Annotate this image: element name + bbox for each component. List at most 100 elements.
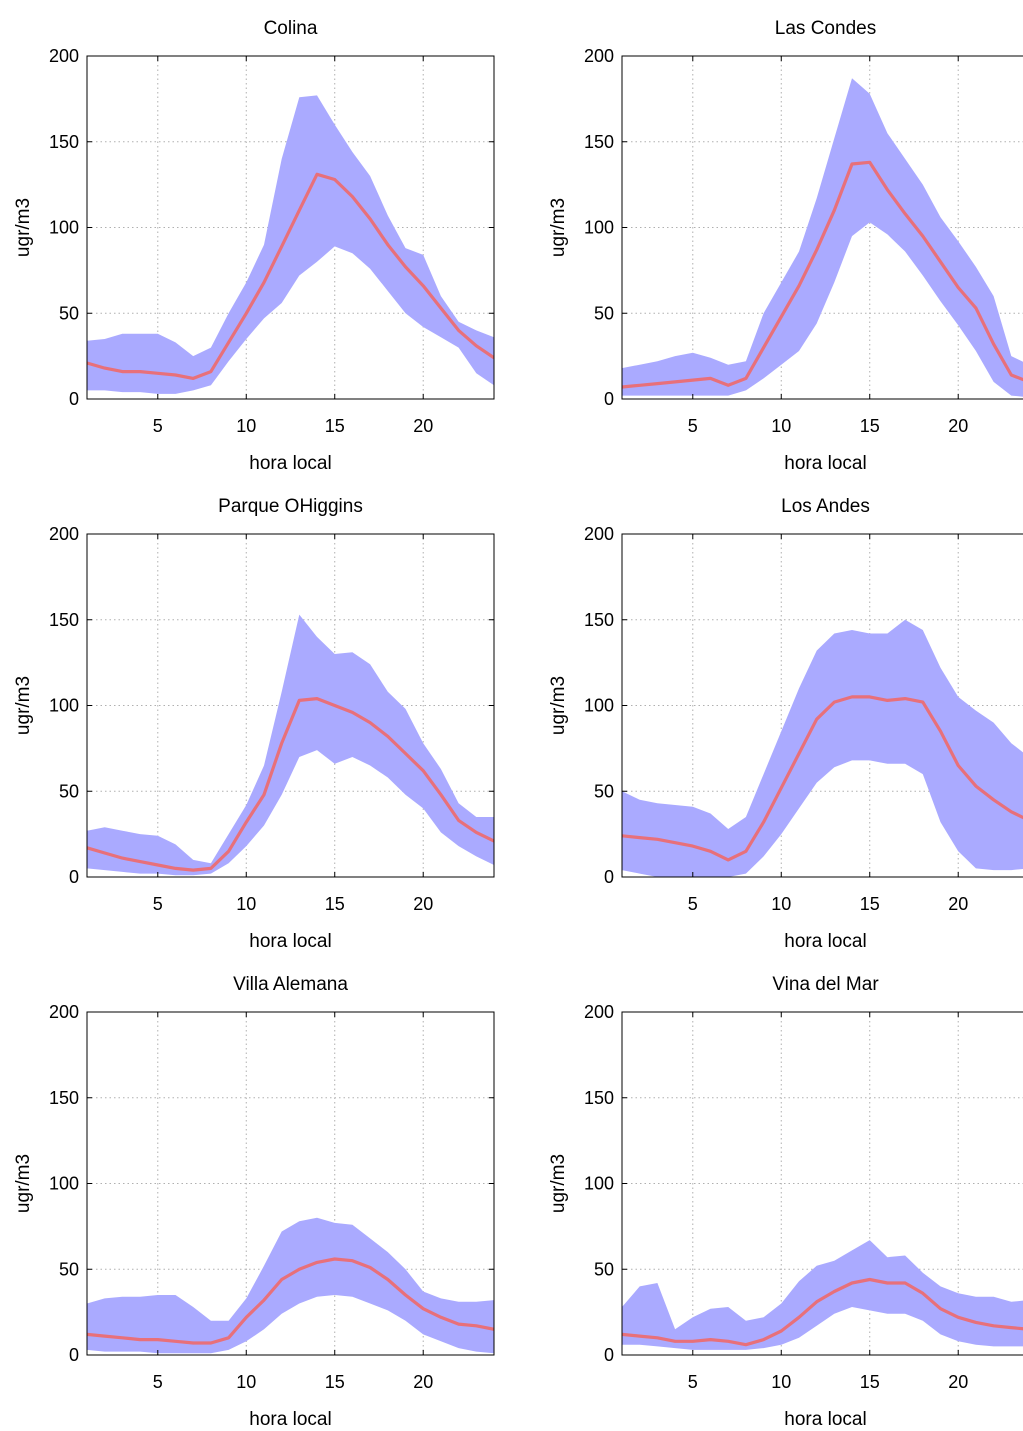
y-tick-label: 150 (584, 132, 614, 152)
mean-point (921, 700, 925, 704)
mean-point (833, 700, 836, 704)
mean-point (174, 867, 177, 870)
mean-point (673, 1340, 677, 1343)
mean-point (439, 306, 443, 310)
y-tick-label: 0 (69, 1345, 79, 1365)
mean-point (298, 699, 301, 702)
x-tick-label: 5 (688, 894, 698, 914)
x-tick-label: 10 (236, 1372, 256, 1392)
mean-point (422, 1307, 425, 1310)
mean-point (315, 697, 319, 700)
mean-point (762, 346, 765, 349)
x-tick-label: 5 (688, 1372, 698, 1392)
range-band (87, 1217, 494, 1354)
mean-point (797, 752, 801, 755)
mean-point (404, 1293, 407, 1297)
mean-point (386, 243, 390, 246)
mean-line (87, 696, 494, 872)
mean-point (368, 721, 372, 724)
y-tick-label: 200 (584, 524, 614, 544)
mean-point (227, 1336, 230, 1340)
mean-point (815, 248, 818, 251)
plot-area (87, 614, 494, 876)
y-axis-label: ugr/m3 (548, 198, 569, 257)
mean-point (957, 286, 960, 289)
mean-point (121, 1336, 124, 1340)
y-tick-label: 200 (49, 524, 79, 544)
mean-point (939, 1307, 942, 1310)
y-tick-label: 150 (49, 1088, 79, 1108)
x-tick-label: 5 (153, 1372, 163, 1392)
y-tick-label: 100 (49, 1174, 79, 1194)
mean-point (939, 260, 942, 263)
chart-title: Vina del Mar (772, 974, 879, 995)
y-tick-label: 200 (584, 1002, 614, 1022)
mean-point (386, 1278, 390, 1281)
y-tick-label: 100 (584, 218, 614, 238)
x-tick-label: 20 (413, 416, 433, 436)
mean-point (780, 786, 783, 790)
mean-point (1010, 810, 1013, 814)
mean-point (868, 161, 871, 164)
mean-point (368, 1266, 372, 1269)
chart-title: Parque OHiggins (218, 496, 363, 517)
x-tick-label: 15 (860, 1372, 880, 1392)
x-tick-label: 15 (325, 1372, 345, 1392)
x-tick-label: 10 (236, 416, 256, 436)
y-tick-label: 50 (594, 781, 614, 801)
y-tick-label: 100 (49, 218, 79, 238)
mean-point (156, 372, 159, 375)
mean-point (351, 711, 354, 714)
x-tick-label: 20 (413, 894, 433, 914)
mean-point (673, 380, 677, 384)
y-tick-label: 0 (604, 389, 614, 409)
mean-point (762, 820, 765, 824)
mean-point (1010, 373, 1013, 377)
mean-point (709, 1338, 712, 1341)
mean-point (475, 344, 478, 348)
mean-point (351, 1259, 354, 1262)
x-tick-label: 15 (325, 894, 345, 914)
mean-point (726, 384, 730, 387)
mean-point (315, 173, 319, 176)
mean-point (138, 860, 142, 863)
mean-point (191, 377, 195, 380)
x-tick-label: 10 (771, 1372, 791, 1392)
mean-point (709, 377, 712, 380)
mean-point (280, 742, 283, 745)
y-tick-label: 200 (584, 46, 614, 66)
mean-point (103, 1334, 106, 1338)
x-tick-label: 10 (771, 894, 791, 914)
range-band (622, 619, 1023, 877)
mean-point (638, 384, 641, 387)
mean-point (439, 793, 443, 796)
x-tick-label: 10 (771, 416, 791, 436)
y-axis-label: ugr/m3 (13, 198, 34, 257)
y-tick-label: 200 (49, 46, 79, 66)
mean-point (656, 1336, 659, 1340)
y-axis-label: ugr/m3 (548, 676, 569, 735)
mean-line (87, 172, 494, 380)
mean-point (957, 1316, 960, 1319)
mean-point (138, 1338, 142, 1341)
x-axis-label: hora local (249, 1409, 331, 1430)
y-axis-label: ugr/m3 (13, 1154, 34, 1213)
mean-point (156, 1338, 159, 1341)
mean-point (422, 769, 425, 772)
mean-point (673, 841, 677, 844)
mean-point (957, 764, 960, 767)
mean-point (780, 1329, 783, 1333)
mean-point (656, 838, 659, 841)
mean-point (691, 378, 694, 382)
mean-point (333, 1257, 336, 1261)
x-tick-label: 10 (236, 894, 256, 914)
x-tick-label: 5 (688, 416, 698, 436)
mean-point (850, 162, 854, 166)
mean-point (103, 851, 106, 855)
mean-point (850, 695, 854, 699)
mean-point (439, 1316, 443, 1319)
x-axis-label: hora local (784, 931, 866, 952)
mean-point (886, 699, 889, 702)
